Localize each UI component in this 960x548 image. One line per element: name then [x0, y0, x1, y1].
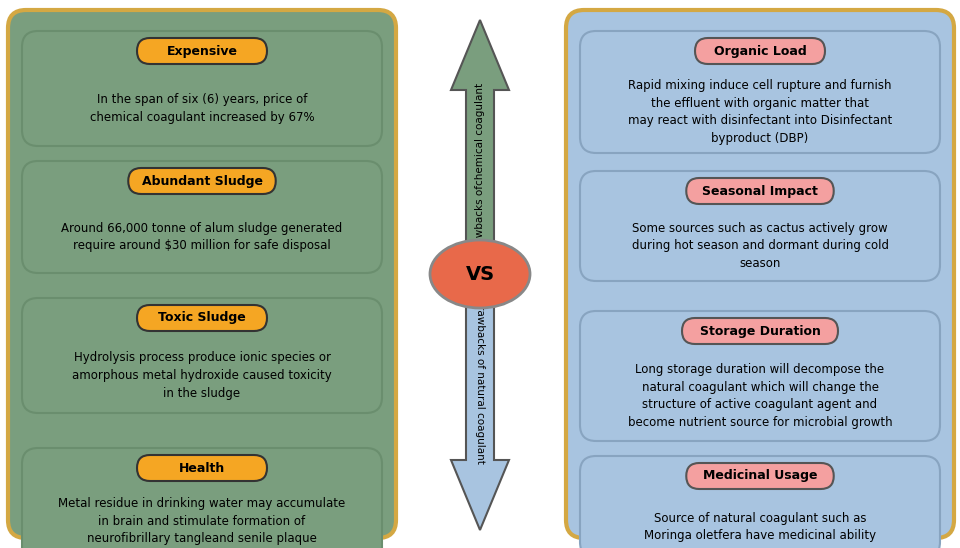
Text: In the span of six (6) years, price of
chemical coagulant increased by 67%: In the span of six (6) years, price of c…: [89, 93, 314, 124]
FancyBboxPatch shape: [580, 311, 940, 441]
FancyBboxPatch shape: [686, 178, 833, 204]
Text: Around 66,000 tonne of alum sludge generated
require around $30 million for safe: Around 66,000 tonne of alum sludge gener…: [61, 222, 343, 252]
Text: Toxic Sludge: Toxic Sludge: [158, 311, 246, 324]
Text: Abundant Sludge: Abundant Sludge: [141, 174, 262, 187]
FancyBboxPatch shape: [137, 38, 267, 64]
FancyBboxPatch shape: [137, 455, 267, 481]
FancyBboxPatch shape: [580, 456, 940, 548]
Text: Medicinal Usage: Medicinal Usage: [703, 470, 817, 482]
Text: Drawbacks ofchemical coagulant: Drawbacks ofchemical coagulant: [475, 82, 485, 255]
Text: Long storage duration will decompose the
natural coagulant which will change the: Long storage duration will decompose the…: [628, 363, 892, 429]
FancyBboxPatch shape: [682, 318, 838, 344]
Text: Seasonal Impact: Seasonal Impact: [702, 185, 818, 197]
Text: Some sources such as cactus actively grow
during hot season and dormant during c: Some sources such as cactus actively gro…: [632, 222, 889, 270]
Text: Organic Load: Organic Load: [713, 44, 806, 58]
FancyBboxPatch shape: [695, 38, 825, 64]
FancyBboxPatch shape: [8, 10, 396, 538]
FancyBboxPatch shape: [137, 305, 267, 331]
Text: VS: VS: [466, 265, 494, 283]
FancyBboxPatch shape: [22, 161, 382, 273]
FancyBboxPatch shape: [22, 31, 382, 146]
Polygon shape: [451, 300, 509, 530]
FancyBboxPatch shape: [686, 463, 833, 489]
FancyBboxPatch shape: [22, 448, 382, 548]
Text: Expensive: Expensive: [166, 44, 237, 58]
Text: Storage Duration: Storage Duration: [700, 324, 821, 338]
Polygon shape: [451, 20, 509, 248]
FancyBboxPatch shape: [580, 171, 940, 281]
FancyBboxPatch shape: [566, 10, 954, 538]
FancyBboxPatch shape: [580, 31, 940, 153]
Ellipse shape: [430, 240, 530, 308]
Text: Source of natural coagulant such as
Moringa oletfera have medicinal ability: Source of natural coagulant such as Mori…: [644, 512, 876, 543]
Text: Metal residue in drinking water may accumulate
in brain and stimulate formation : Metal residue in drinking water may accu…: [59, 497, 346, 548]
FancyBboxPatch shape: [22, 298, 382, 413]
Text: Hydrolysis process produce ionic species or
amorphous metal hydroxide caused tox: Hydrolysis process produce ionic species…: [72, 351, 332, 399]
FancyBboxPatch shape: [129, 168, 276, 194]
Text: Health: Health: [179, 461, 226, 475]
Text: Drawbacks of natural coagulant: Drawbacks of natural coagulant: [475, 296, 485, 464]
Text: Rapid mixing induce cell rupture and furnish
the effluent with organic matter th: Rapid mixing induce cell rupture and fur…: [628, 79, 892, 145]
